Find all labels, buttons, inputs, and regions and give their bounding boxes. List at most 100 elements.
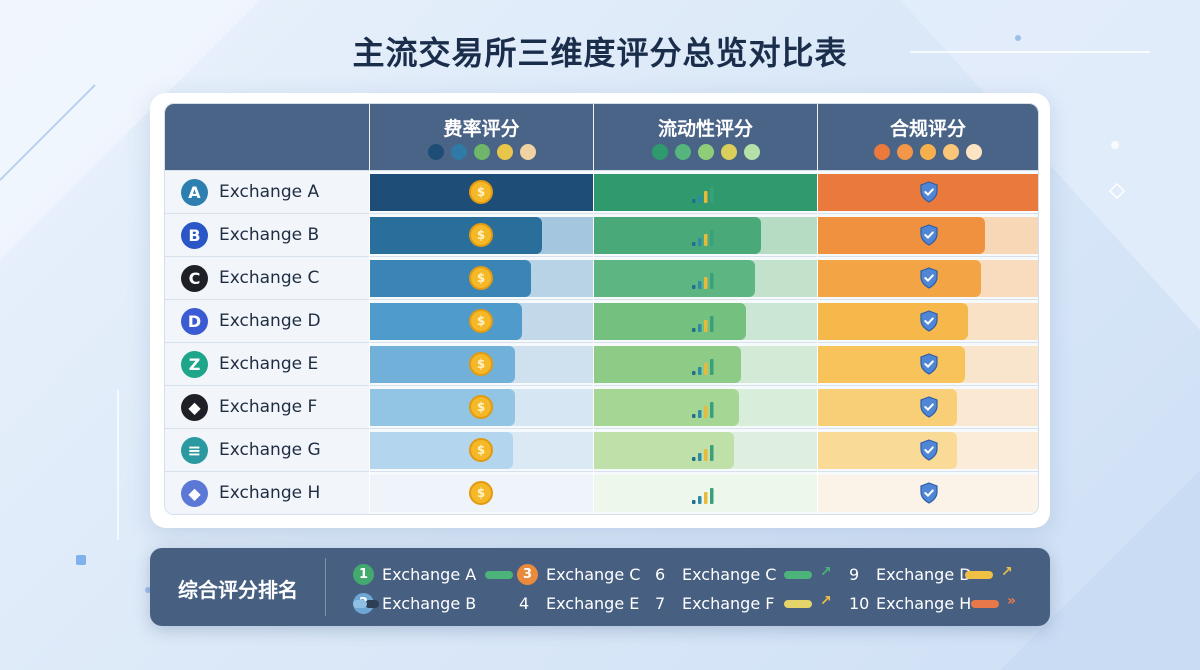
ranking-title: 综合评分排名: [178, 578, 298, 602]
header-compliance: 合规评分: [818, 104, 1038, 170]
header-fee-label: 费率评分: [443, 118, 520, 140]
rank-score-pill: [353, 600, 367, 608]
legend-dot: [496, 144, 513, 160]
exchange-name: Exchange D: [219, 311, 321, 331]
coin-icon: $: [469, 481, 493, 505]
exchange-name: Exchange C: [219, 268, 320, 288]
score-cell-fee: $: [370, 171, 593, 214]
score-cell-fee: $: [370, 300, 593, 343]
score-cell-liquidity: [594, 386, 817, 429]
score-cell-fee: $: [370, 472, 593, 514]
exchange-logo-icon: ◆: [181, 480, 208, 507]
rank-number: 7: [655, 594, 666, 613]
rank-number: 10: [849, 594, 870, 613]
legend-dot: [920, 144, 936, 160]
signal-bars-icon: [692, 445, 714, 461]
rank-score-pill: [971, 600, 999, 608]
rank-score-pill: [784, 600, 812, 608]
score-bar-liquidity: [594, 260, 755, 297]
rank-score-pill-rest: [365, 600, 379, 608]
exchange-name-cell: ≡ Exchange G: [165, 429, 369, 472]
score-cell-fee: $: [370, 214, 593, 257]
table-row: B Exchange B $: [165, 213, 1038, 257]
coin-icon: $: [469, 438, 493, 462]
exchange-name: Exchange B: [219, 225, 320, 245]
column-divider: [369, 104, 370, 514]
header-compliance-label: 合规评分: [889, 118, 966, 140]
score-cell-liquidity: [594, 214, 817, 257]
exchange-name-cell: ◆ Exchange F: [165, 386, 369, 429]
score-cell-fee: $: [370, 386, 593, 429]
exchange-logo-icon: ◆: [181, 394, 208, 421]
score-cell-compliance: [818, 214, 1038, 257]
column-divider: [817, 104, 818, 514]
score-bar-compliance: [818, 303, 968, 340]
exchange-name-cell: C Exchange C: [165, 257, 369, 300]
score-bar-compliance: [818, 217, 985, 254]
legend-dot: [473, 144, 490, 160]
score-cell-fee: $: [370, 343, 593, 386]
page-title: 主流交易所三维度评分总览对比表: [352, 34, 848, 72]
legend-dot: [427, 144, 444, 160]
shield-check-icon: [920, 439, 938, 461]
rank-score-pill: [965, 571, 993, 579]
header-blank-cell: [165, 104, 369, 170]
score-bar-liquidity: [594, 217, 761, 254]
legend-dot: [674, 144, 691, 160]
header-compliance-dots: [818, 144, 1038, 160]
exchange-name-cell: B Exchange B: [165, 214, 369, 257]
score-cell-fee: $: [370, 429, 593, 472]
legend-dot: [966, 144, 982, 160]
header-liquidity-label: 流动性评分: [657, 118, 753, 140]
shield-check-icon: [920, 224, 938, 246]
shield-check-icon: [920, 482, 938, 504]
table-row: Z Exchange E $: [165, 342, 1038, 386]
exchange-logo-icon: B: [181, 222, 208, 249]
rank-score-pill: [485, 571, 513, 579]
table-row: ◆ Exchange H $: [165, 471, 1038, 514]
score-bar-liquidity: [594, 346, 741, 383]
score-cell-compliance: [818, 472, 1038, 514]
rank-exchange-name: Exchange F: [682, 594, 775, 613]
legend-dot: [450, 144, 467, 160]
score-table-card: 费率评分 流动性评分 合规评分 A Exchange A $ B Exchange B $…: [150, 93, 1050, 528]
score-cell-fee: $: [370, 257, 593, 300]
legend-dot: [519, 144, 536, 160]
legend-dot: [720, 144, 737, 160]
coin-icon: $: [469, 309, 493, 333]
score-cell-liquidity: [594, 300, 817, 343]
table-header: 费率评分 流动性评分 合规评分: [165, 104, 1038, 170]
coin-icon: $: [469, 352, 493, 376]
rank-badge: 1: [353, 564, 374, 585]
trend-up-arrow-icon: ↗: [820, 593, 832, 609]
shield-check-icon: [920, 267, 938, 289]
coin-icon: $: [469, 266, 493, 290]
table-row: A Exchange A $: [165, 170, 1038, 214]
table-row: ≡ Exchange G $: [165, 428, 1038, 472]
column-divider: [593, 104, 594, 514]
score-bar-fee: [370, 303, 522, 340]
coin-icon: $: [469, 223, 493, 247]
signal-bars-icon: [692, 230, 714, 246]
score-cell-compliance: [818, 300, 1038, 343]
rank-number: 9: [849, 565, 860, 584]
rank-number: 4: [519, 594, 530, 613]
shield-check-icon: [920, 353, 938, 375]
score-bar-liquidity: [594, 303, 746, 340]
header-fee: 费率评分: [370, 104, 593, 170]
score-cell-liquidity: [594, 257, 817, 300]
header-liquidity-dots: [594, 144, 817, 160]
signal-bars-icon: [692, 187, 714, 203]
signal-bars-icon: [692, 402, 714, 418]
legend-dot: [651, 144, 668, 160]
score-cell-liquidity: [594, 343, 817, 386]
shield-check-icon: [920, 310, 938, 332]
score-table: 费率评分 流动性评分 合规评分 A Exchange A $ B Exchange B $…: [164, 103, 1039, 515]
exchange-name: Exchange F: [219, 397, 318, 417]
legend-dot: [874, 144, 890, 160]
score-bar-compliance: [818, 346, 965, 383]
rank-exchange-name: Exchange C: [546, 565, 641, 584]
rank-exchange-name: Exchange E: [546, 594, 640, 613]
table-row: C Exchange C $: [165, 256, 1038, 300]
exchange-name-cell: A Exchange A: [165, 171, 369, 214]
